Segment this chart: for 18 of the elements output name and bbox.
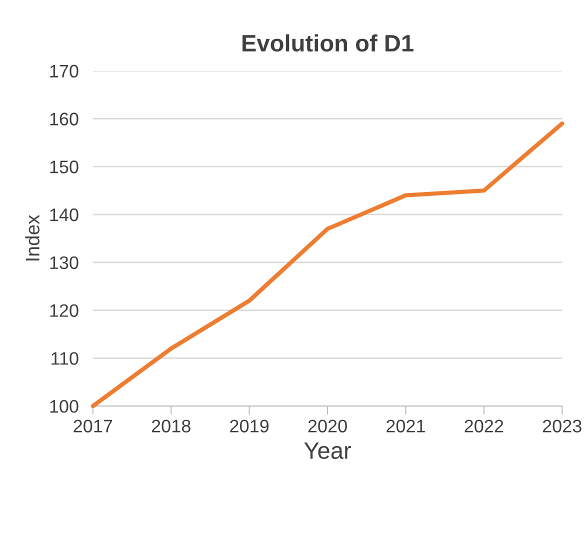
y-tick-label: 130 (50, 256, 78, 270)
y-tick-label: 140 (50, 208, 78, 222)
y-tick-label: 170 (50, 64, 78, 78)
y-tick-label: 120 (50, 304, 78, 317)
x-tick-label: 2018 (152, 420, 190, 432)
x-tick-label: 2019 (230, 420, 269, 432)
y-tick-label: 110 (52, 352, 78, 365)
y-tick-label: 150 (50, 160, 78, 174)
y-tick-label: 160 (50, 112, 78, 126)
x-tick-label: 2023 (542, 420, 582, 432)
x-tick-label: 2021 (386, 420, 425, 432)
y-tick-label: 100 (50, 400, 78, 413)
x-axis-title: Year (304, 442, 351, 459)
x-tick-label: 2017 (74, 420, 112, 432)
x-tick-label: 2020 (308, 420, 347, 432)
x-tick-label: 2022 (464, 420, 504, 432)
y-axis-title: Index (25, 214, 40, 260)
chart-title: Evolution of D1 (242, 34, 414, 52)
